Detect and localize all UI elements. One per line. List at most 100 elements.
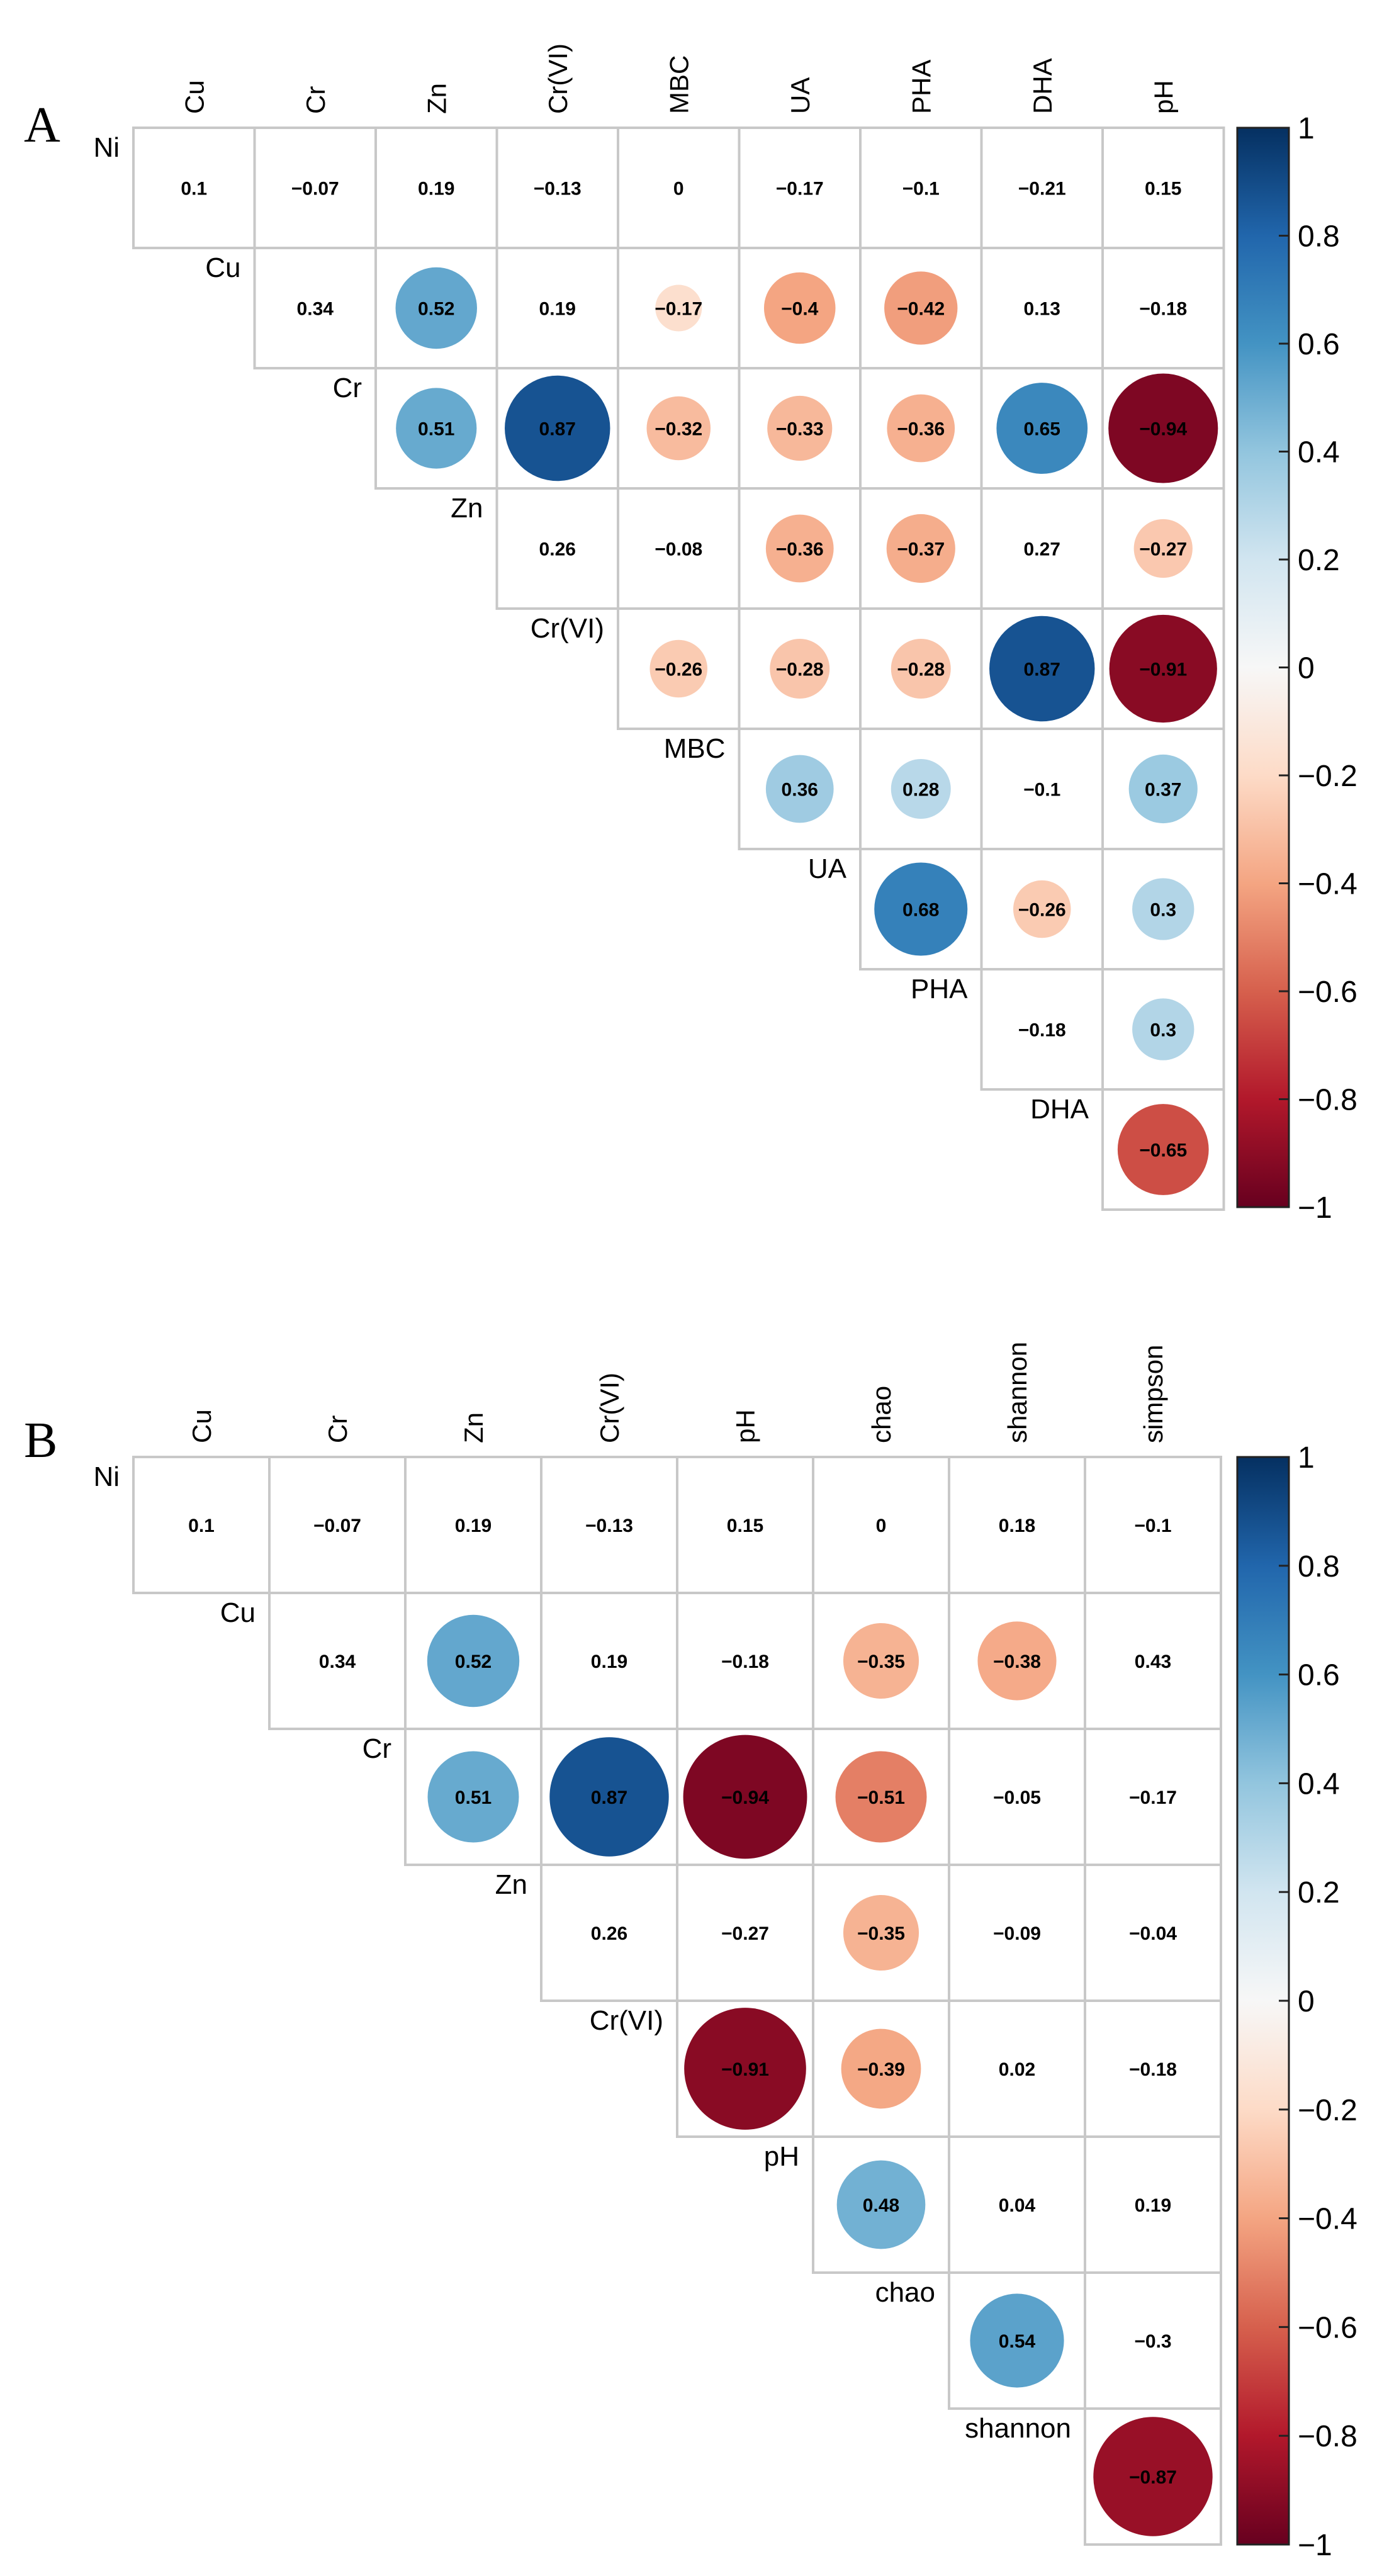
row-label-b-4: Zn (495, 1869, 527, 1900)
row-label-a-9: DHA (1030, 1094, 1089, 1125)
corr-circle-a-r9-c9 (1117, 1104, 1209, 1195)
cell-b-r1-c3 (404, 1456, 542, 1594)
corr-circle-b-r3-c4 (549, 1737, 669, 1857)
corr-value-b-r1-c7: 0.18 (999, 1516, 1035, 1536)
row-label-a-3: Cr (333, 373, 362, 403)
corr-value-b-r2-c3: 0.52 (455, 1651, 492, 1672)
corr-value-b-r6-c8: 0.19 (1135, 2195, 1171, 2216)
corr-circle-a-r2-c3 (395, 267, 477, 349)
cell-b-r3-c8 (1084, 1728, 1222, 1866)
corr-circle-a-r7-c8 (1013, 880, 1071, 938)
row-label-b-2: Cu (220, 1597, 256, 1628)
corr-value-a-r6-c9: 0.37 (1145, 780, 1181, 801)
corr-value-a-r3-c3: 0.51 (418, 419, 454, 440)
cell-b-r4-c5 (676, 1864, 814, 2002)
colorbar-tick-b-7: −0.2 (1298, 2094, 1357, 2127)
col-label-a-5: MBC (664, 55, 694, 114)
corr-circle-a-r2-c6 (763, 272, 836, 344)
corr-value-b-r1-c3: 0.19 (455, 1516, 492, 1536)
cell-a-r4-c4 (495, 487, 619, 610)
corr-value-a-r2-c6: −0.4 (781, 299, 819, 320)
corr-value-b-r1-c5: 0.15 (727, 1516, 763, 1536)
corr-circle-b-r6-c6 (836, 2160, 926, 2249)
cell-b-r4-c8 (1084, 1864, 1222, 2002)
corr-circle-a-r4-c9 (1133, 519, 1193, 578)
corr-value-b-r5-c6: −0.39 (857, 2059, 905, 2080)
corr-circle-b-r3-c3 (427, 1751, 519, 1843)
cell-a-r2-c4 (495, 247, 619, 369)
corr-value-b-r5-c7: 0.02 (999, 2059, 1035, 2080)
colorbar-tick-a-11: −1 (1298, 1191, 1332, 1225)
corr-value-a-r5-c7: −0.28 (897, 660, 945, 680)
corr-circle-a-r3-c7 (887, 394, 955, 463)
corr-value-b-r4-c8: −0.04 (1129, 1923, 1177, 1944)
row-label-a-7: UA (808, 853, 847, 884)
colorbar-tick-b-10: −0.8 (1298, 2420, 1357, 2453)
corr-circle-a-r5-c6 (770, 638, 830, 699)
col-label-a-8: DHA (1028, 58, 1057, 114)
corr-value-a-r4-c9: −0.27 (1139, 539, 1187, 560)
corr-circle-a-r4-c7 (886, 514, 955, 583)
corr-value-b-r2-c4: 0.19 (591, 1651, 627, 1672)
row-label-b-7: chao (875, 2277, 935, 2308)
corr-value-b-r3-c7: −0.05 (993, 1787, 1041, 1808)
colorbar-tick-a-6: 0 (1298, 652, 1315, 685)
col-label-b-6: chao (867, 1386, 896, 1443)
corr-circle-a-r5-c5 (649, 639, 708, 698)
corr-value-a-r3-c9: −0.94 (1139, 419, 1187, 440)
corr-circle-a-r3-c4 (505, 375, 610, 481)
corr-value-a-r2-c8: 0.13 (1024, 299, 1060, 320)
corr-value-a-r4-c7: −0.37 (897, 539, 945, 560)
corr-circle-b-r3-c5 (683, 1735, 807, 1859)
col-label-b-1: Cu (187, 1409, 216, 1443)
row-label-b-6: pH (764, 2141, 799, 2172)
cell-b-r2-c8 (1084, 1592, 1222, 1730)
corr-circle-a-r5-c7 (891, 638, 951, 699)
cell-a-r2-c5 (617, 247, 741, 369)
corr-value-b-r6-c7: 0.04 (999, 2195, 1036, 2216)
cell-b-r1-c1 (132, 1456, 271, 1594)
colorbar-tick-a-9: −0.6 (1298, 976, 1357, 1009)
corr-value-a-r1-c7: −0.1 (902, 179, 940, 200)
col-label-b-3: Zn (459, 1412, 488, 1443)
corr-value-b-r3-c6: −0.51 (857, 1787, 905, 1808)
colorbar-tick-a-5: 0.2 (1298, 544, 1340, 577)
corr-value-a-r1-c5: 0 (673, 179, 684, 200)
corr-value-a-r7-c9: 0.3 (1150, 900, 1176, 921)
row-label-b-8: shannon (965, 2413, 1071, 2444)
corr-value-b-r1-c1: 0.1 (188, 1516, 215, 1536)
corr-circle-a-r3-c9 (1108, 373, 1218, 483)
corr-value-a-r5-c6: −0.28 (776, 660, 824, 680)
cell-a-r1-c1 (132, 127, 256, 249)
cell-a-r2-c8 (980, 247, 1104, 369)
corr-value-b-r6-c6: 0.48 (863, 2195, 899, 2216)
corr-value-a-r2-c2: 0.34 (297, 299, 334, 320)
panel-a-correlation-plot: A Cu Cr Zn Cr(VI) MBC UA PHA DHA pH 0.1 −0.07 0.19 −… (24, 43, 1357, 1225)
corr-circle-b-r3-c6 (835, 1751, 927, 1843)
corr-value-b-r5-c8: −0.18 (1129, 2059, 1177, 2080)
col-label-a-1: Cu (179, 80, 209, 114)
corr-value-a-r5-c5: −0.26 (655, 660, 702, 680)
colorbar-tick-a-7: −0.2 (1298, 760, 1357, 793)
corr-value-a-r2-c7: −0.42 (897, 299, 945, 320)
corr-circle-a-r7-c9 (1132, 878, 1194, 940)
corr-circle-a-r3-c8 (996, 383, 1088, 474)
colorbar-tick-a-10: −0.8 (1298, 1084, 1357, 1117)
corr-value-a-r2-c5: −0.17 (655, 299, 702, 320)
corr-value-a-r3-c8: 0.65 (1024, 419, 1060, 440)
corr-circle-a-r3-c3 (396, 388, 477, 469)
corr-value-a-r1-c6: −0.17 (776, 179, 824, 200)
corr-value-a-r1-c1: 0.1 (181, 179, 207, 200)
col-label-a-7: PHA (906, 60, 936, 114)
corr-circle-b-r8-c8 (1093, 2417, 1213, 2536)
colorbar-tick-a-4: 0.4 (1298, 436, 1340, 470)
corr-value-a-r1-c4: −0.13 (534, 179, 582, 200)
cell-a-r3-c6 (738, 367, 862, 490)
corr-value-a-r5-c9: −0.91 (1139, 660, 1187, 680)
corr-circle-b-r2-c3 (427, 1614, 520, 1707)
corr-value-b-r2-c6: −0.35 (857, 1651, 905, 1672)
corr-value-a-r8-c9: 0.3 (1150, 1020, 1176, 1041)
cell-a-r4-c5 (617, 487, 741, 610)
corr-circle-a-r2-c7 (884, 271, 958, 345)
colorbar-tick-b-5: 0.2 (1298, 1876, 1340, 1910)
